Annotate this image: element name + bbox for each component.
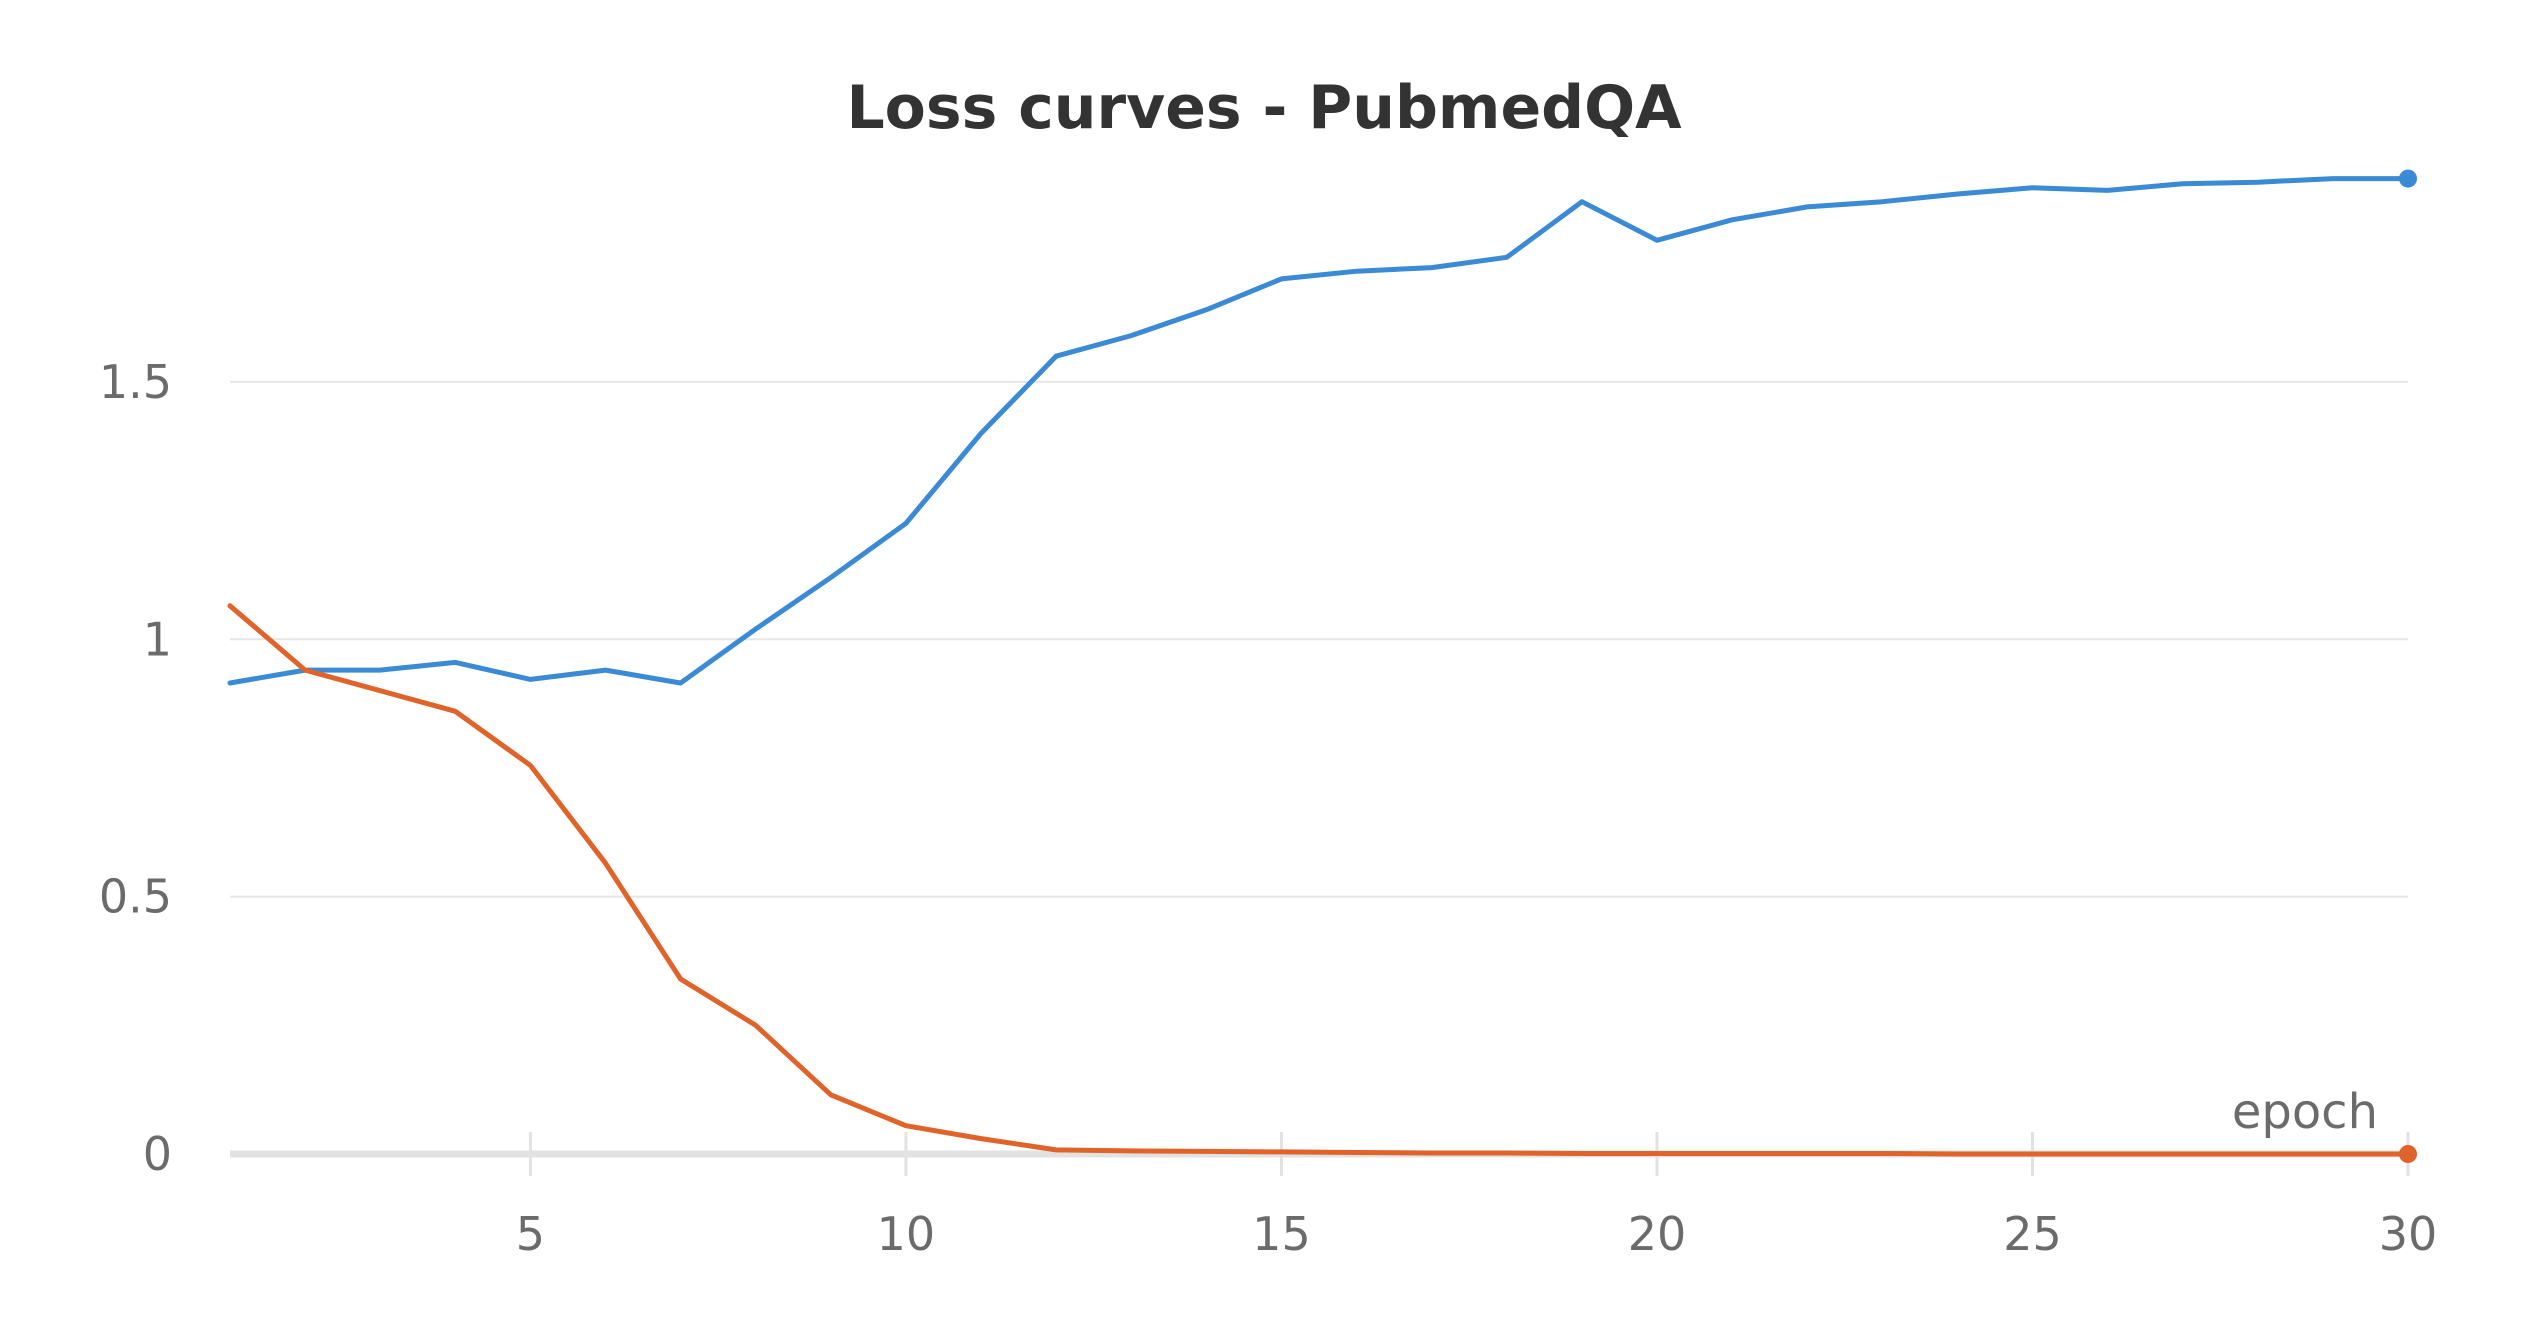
x-tick-label: 25 (2003, 1207, 2062, 1261)
x-axis-label: epoch (2232, 1084, 2378, 1140)
series-line-2 (227, 603, 2411, 1157)
x-tick-label: 5 (516, 1207, 545, 1261)
y-tick-label: 0.5 (99, 870, 172, 924)
chart-title: Loss curves - PubmedQA (846, 73, 1682, 143)
x-tick-label: 15 (1252, 1207, 1311, 1261)
x-tick-label: 30 (2379, 1207, 2438, 1261)
grid-layer (230, 380, 2408, 898)
series-layer (227, 169, 2417, 1163)
tick-layer: 0 0.5 1 1.5 5 10 15 20 25 30 (99, 355, 2437, 1261)
y-tick-label: 1.5 (99, 355, 172, 409)
series-end-point-1 (2399, 169, 2417, 188)
y-tick-label: 1 (143, 612, 172, 666)
x-tick-label: 20 (1628, 1207, 1687, 1261)
x-tick-label: 10 (877, 1207, 936, 1261)
series-line-1 (227, 176, 2411, 686)
series-end-point-2 (2399, 1145, 2417, 1163)
y-tick-label: 0 (143, 1127, 172, 1181)
